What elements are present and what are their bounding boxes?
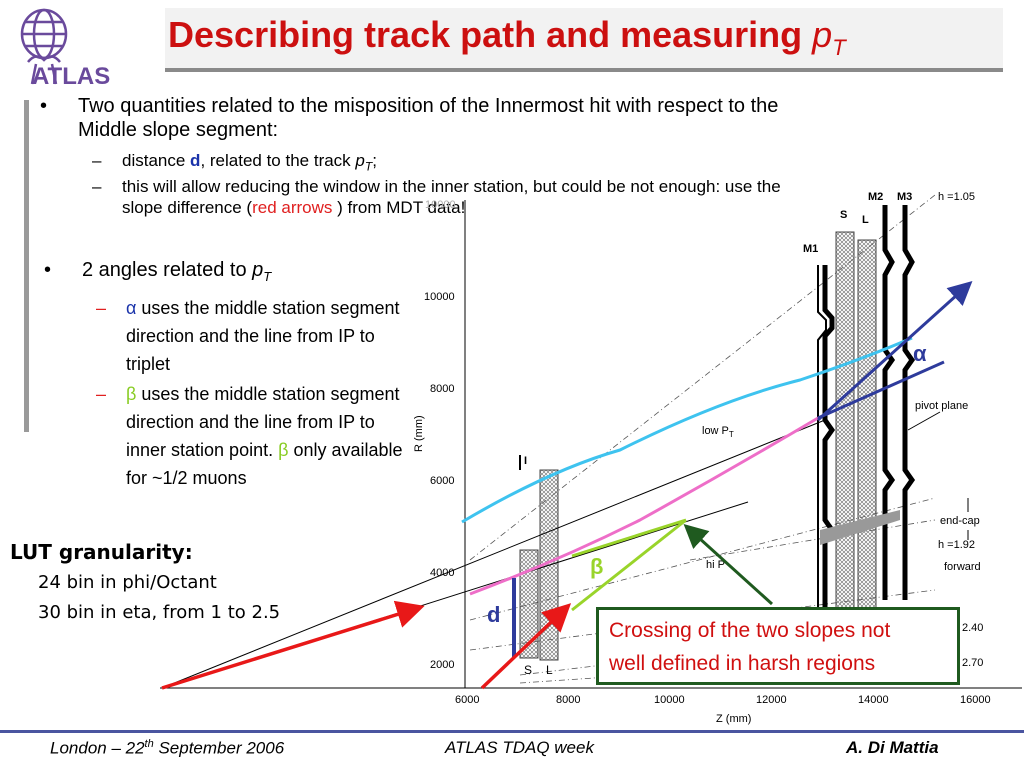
x-axis-label: Z (mm) (716, 713, 751, 725)
alpha-label: α (913, 341, 927, 366)
beta-line-upper (571, 518, 687, 558)
red-arrow-right (480, 603, 572, 690)
label-I: I (524, 455, 527, 467)
logo-text: ATLAS (32, 63, 110, 90)
footer-right: A. Di Mattia (846, 738, 939, 757)
x-tick-10000: 10000 (654, 694, 685, 706)
label-S-inner: S (524, 663, 532, 677)
sub-bullet-beta: – β uses the middle station segment direc… (96, 384, 403, 488)
label-eta-105: h =1.05 (938, 191, 975, 203)
x-tick-12000: 12000 (756, 694, 787, 706)
label-hi-pt: hi P (706, 559, 725, 571)
footer-left: London – 22th September 2006 (50, 738, 285, 758)
label-low-pt: low PT (702, 425, 734, 439)
title-underline (165, 68, 1003, 72)
x-tick-6000: 6000 (455, 694, 479, 706)
slide-title: Describing track path and measuring pT (168, 14, 846, 61)
lut-line-1: 24 bin in phi/Octant (38, 572, 217, 593)
label-S-middle: S (840, 209, 847, 221)
bullet-dot-2: • (44, 259, 52, 281)
beta-line-lower (571, 518, 687, 612)
y-axis-label: R (mm) (413, 415, 425, 452)
label-M1: M1 (803, 243, 818, 255)
lut-line-2: 30 bin in eta, from 1 to 2.5 (38, 602, 281, 623)
y-tick-10000: 10000 (424, 291, 455, 303)
label-pivot-plane: pivot plane (915, 400, 968, 412)
label-end-cap: end-cap (940, 515, 980, 527)
bullet-1-text: Two quantities related to the mispositio… (78, 95, 779, 141)
bullet-2-text: 2 angles related to pT (82, 259, 272, 284)
y-tick-6000: 6000 (430, 475, 454, 487)
side-rule (24, 100, 29, 432)
label-eta-270: 2.70 (962, 657, 983, 669)
atlas-logo: ATLAS (20, 8, 110, 90)
alpha-arrow-short (817, 360, 945, 420)
label-L-middle: L (862, 214, 869, 226)
x-tick-14000: 14000 (858, 694, 889, 706)
callout-line-1: Crossing of the two slopes not (609, 619, 891, 642)
middle-station (817, 205, 916, 673)
beta-label: β (590, 554, 603, 579)
sub-bullet-distance: – distance d, related to the track pT; (92, 151, 377, 174)
footer-line (0, 730, 1024, 733)
title-bar (165, 8, 1003, 70)
x-tick-8000: 8000 (556, 694, 580, 706)
endcap-hatched-region (820, 510, 900, 545)
sub-bullet-alpha: – α uses the middle station segment direc… (96, 298, 400, 374)
lut-heading: LUT granularity: (10, 540, 193, 564)
callout-pointer (683, 523, 774, 606)
distance-d-label: d (487, 602, 500, 627)
red-arrow-left (161, 600, 425, 690)
label-L-inner: L (546, 663, 553, 677)
y-tick-8000: 8000 (430, 383, 454, 395)
track-pink (469, 416, 819, 596)
alpha-arrow-long (816, 280, 973, 422)
label-eta-192: h =1.92 (938, 539, 975, 551)
bullet-dot-1: • (40, 95, 48, 117)
label-eta-240: 2.40 (962, 622, 983, 634)
track-cyan (461, 336, 913, 524)
footer-center: ATLAS TDAQ week (445, 738, 594, 757)
label-M3: M3 (897, 191, 912, 203)
label-forward: forward (944, 561, 981, 573)
label-M2: M2 (868, 191, 883, 203)
x-tick-16000: 16000 (960, 694, 991, 706)
y-tick-2000: 2000 (430, 659, 454, 671)
sub-bullet-window: – this will allow reducing the window in … (92, 177, 781, 217)
detector-diagram: 10000 8000 6000 4000 2000 6000 8000 1000… (160, 191, 1022, 725)
y-tick-4000: 4000 (430, 567, 454, 579)
faded-tick: 10000 (425, 199, 456, 211)
callout-box: Crossing of the two slopes not well defi… (596, 607, 960, 685)
callout-line-2: well defined in harsh regions (609, 652, 876, 675)
